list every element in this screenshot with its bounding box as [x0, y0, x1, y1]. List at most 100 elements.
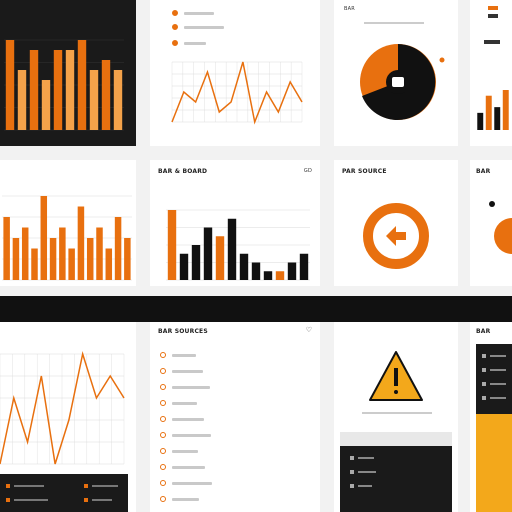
mini-icon-1	[488, 6, 498, 10]
list-item-line	[172, 369, 203, 373]
bar-chart	[166, 209, 310, 281]
donut-ring	[363, 203, 429, 269]
donut-card-mid: PAR SOURCE	[334, 160, 458, 286]
list-item-line	[172, 465, 205, 469]
bar-chart	[2, 195, 132, 281]
card-title: BAR	[476, 168, 491, 175]
list-item[interactable]	[160, 464, 205, 470]
pie-chart	[360, 44, 445, 120]
warning-card-bottom	[334, 322, 458, 512]
bar	[3, 217, 10, 280]
bar	[485, 95, 492, 130]
line-chart	[0, 351, 125, 465]
bar	[17, 70, 27, 130]
caption-line	[362, 412, 432, 414]
list-item[interactable]	[160, 448, 198, 454]
legend-dot	[172, 24, 178, 30]
donut-chart	[363, 203, 429, 269]
bar-chart-card-top-left	[0, 0, 136, 146]
list-item-dot	[160, 448, 166, 454]
list-item-dot	[160, 480, 166, 486]
bar	[239, 253, 249, 280]
series-line	[0, 351, 125, 465]
card-title: BAR & BOARD	[158, 168, 208, 175]
card-title: BAR SOURCES	[158, 328, 208, 335]
line-chart-card-bottom-left	[0, 322, 136, 512]
bar	[86, 238, 94, 280]
bar	[105, 248, 113, 280]
bar	[287, 262, 297, 280]
bar	[203, 227, 213, 280]
list-item-line	[172, 401, 197, 405]
bar	[502, 90, 509, 130]
footer-bar	[0, 474, 128, 512]
bar	[5, 40, 15, 130]
bar	[167, 210, 177, 280]
card-title: PAR SOURCE	[342, 168, 387, 175]
bar	[12, 238, 20, 280]
list-item[interactable]	[160, 480, 212, 486]
mini-bar-chart	[477, 90, 509, 130]
list-item-line	[172, 353, 196, 357]
mini-donut-circle	[494, 218, 512, 254]
list-item[interactable]	[160, 432, 211, 438]
bar	[179, 253, 189, 280]
list-item-dot	[160, 496, 166, 502]
mini-icon-3	[484, 40, 500, 44]
side-card-bottom-right: BAR	[470, 322, 512, 512]
list-item-line	[172, 497, 199, 501]
list-item[interactable]	[160, 496, 199, 502]
list-item[interactable]	[160, 352, 196, 358]
list-item-line	[172, 385, 210, 389]
list-item-dot	[160, 368, 166, 374]
card-subtitle-line	[364, 22, 424, 24]
bar	[59, 227, 66, 280]
bar	[53, 50, 63, 130]
bar	[215, 236, 225, 280]
side-panel	[476, 344, 512, 512]
mini-dot	[489, 201, 495, 207]
bar-chart	[4, 39, 124, 131]
arrow-icon	[386, 226, 406, 246]
bar	[275, 271, 285, 280]
bar	[89, 70, 99, 130]
pie-chart-card-top: BAR	[334, 0, 458, 146]
bar	[31, 248, 38, 280]
bar	[96, 227, 103, 280]
divider-band	[0, 296, 512, 322]
bar	[227, 218, 237, 280]
bar	[191, 245, 201, 280]
pie-center-icon	[392, 77, 404, 87]
list-item-dot	[160, 352, 166, 358]
bar	[41, 80, 51, 130]
bar	[77, 40, 87, 130]
card-title: BAR	[476, 328, 491, 335]
list-item-dot	[160, 464, 166, 470]
list-item-dot	[160, 416, 166, 422]
bar-chart-card-mid-left	[0, 160, 136, 286]
list-item-dot	[160, 432, 166, 438]
bar	[77, 206, 85, 280]
bar	[101, 60, 111, 130]
list-item[interactable]	[160, 400, 197, 406]
legend-dot	[172, 10, 178, 16]
list-item[interactable]	[160, 384, 210, 390]
list-item[interactable]	[160, 368, 203, 374]
bar	[114, 217, 122, 280]
heart-icon[interactable]: ♡	[305, 326, 312, 334]
bar	[494, 107, 501, 130]
warning-illustration	[362, 351, 432, 414]
mini-chart-card-top-right	[470, 0, 512, 146]
legend-row-3	[172, 40, 206, 46]
bar	[49, 238, 57, 280]
list-item[interactable]	[160, 416, 204, 422]
card-tag: GD	[303, 168, 312, 174]
mini-icon-2	[488, 14, 498, 18]
bar	[21, 227, 29, 280]
bar	[251, 262, 261, 280]
warning-mark	[394, 368, 398, 386]
legend-row-2	[172, 24, 224, 30]
bar	[68, 248, 75, 280]
line-chart-card-top	[150, 0, 320, 146]
list-item-line	[172, 481, 212, 485]
